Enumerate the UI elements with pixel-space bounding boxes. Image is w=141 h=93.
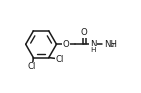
Text: O: O [81, 28, 88, 37]
Text: Cl: Cl [28, 62, 36, 71]
Text: Cl: Cl [55, 55, 64, 64]
Text: N: N [90, 40, 97, 49]
Text: NH: NH [104, 40, 117, 49]
Text: H: H [91, 47, 96, 53]
Text: O: O [62, 40, 69, 49]
Text: 2: 2 [111, 43, 115, 48]
